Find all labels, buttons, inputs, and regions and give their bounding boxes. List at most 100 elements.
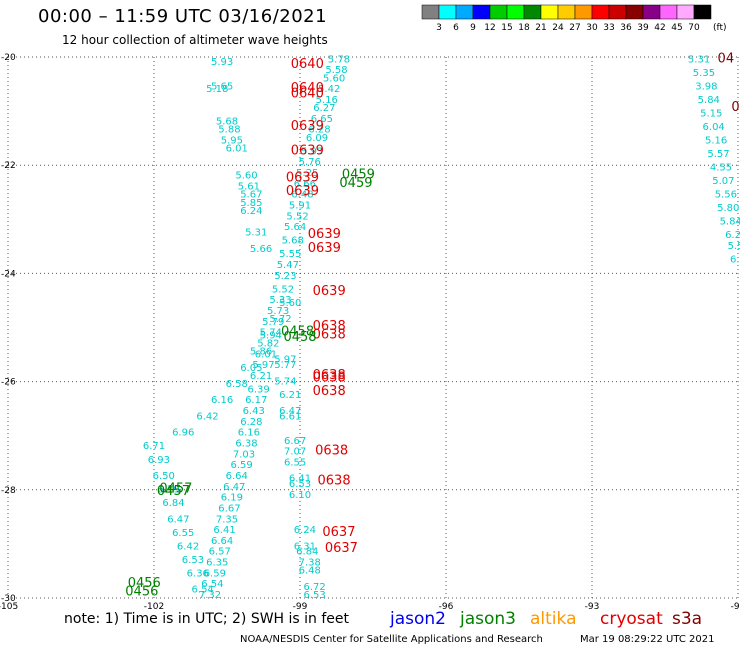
colorbar-swatch [557,4,576,20]
subtitle: 12 hour collection of altimeter wave hei… [62,33,328,47]
time-label: 0638 [313,384,346,399]
swh-label: 5.52 [272,284,294,295]
x-tick-label: -96 [439,602,454,612]
swh-label: 6.61 [279,411,301,422]
swh-label: 5.94 [260,330,282,341]
colorbar-swatch [472,4,491,20]
colorbar-label: 39 [637,23,649,33]
colorbar-label: 45 [671,23,682,33]
colorbar-swatch [455,4,474,20]
y-tick-label: -26 [1,378,16,388]
swh-label: 5.77 [274,360,296,371]
time-label: 0459 [339,176,372,191]
time-label: 0457 [159,482,192,497]
swh-label: 6.59 [204,568,226,579]
y-tick-label: -24 [1,269,16,279]
time-label: 0639 [286,170,319,185]
colorbar-label: 6 [453,23,459,33]
swh-label: 6.16 [211,395,233,406]
swh-label: 6.19 [221,493,243,504]
x-tick-label: -102 [144,602,164,612]
swh-label: 6.0 [730,255,740,266]
chart-marks: 5.785.585.605.425.166.276.656.286.095.93… [125,51,740,601]
swh-label: 6.24 [240,206,262,217]
swh-label: 6.04 [703,122,725,133]
swh-label: 6.84 [296,547,318,558]
x-tick-label: -93 [585,602,600,612]
swh-label: 5.57 [707,149,729,160]
swh-label: 6.42 [177,541,199,552]
swh-label: 5.31 [245,228,267,239]
x-tick-label: -90 [731,602,740,612]
time-label: 0639 [291,143,324,158]
swh-label: 6.27 [313,103,335,114]
legend-jason3: jason3 [460,609,516,629]
colorbar-unit: (ft) [713,23,727,33]
x-tick-label: -99 [293,602,308,612]
colorbar-label: 24 [552,23,564,33]
swh-label: 5.56 [715,190,737,201]
swh-label: 6.96 [172,428,194,439]
legend-cryosat: cryosat [600,609,663,629]
swh-label: 6.53 [289,479,311,490]
swh-label: 5.07 [712,176,734,187]
swh-label: 6.36 [187,568,209,579]
swh-label: 6.39 [248,384,270,395]
time-label: 0638 [313,319,346,334]
swh-label: 6.84 [162,498,184,509]
swh-label: 6.31 [294,541,316,552]
swh-label: 5.93 [211,57,233,68]
swh-label: 5.15 [700,109,722,120]
swh-label: 6.21 [250,371,272,382]
swh-label: 6.93 [148,455,170,466]
colorbar-swatch [506,4,525,20]
swh-label: 6.67 [284,436,306,447]
swh-label: 5.84 [720,217,740,228]
swh-label: 6.65 [311,114,333,125]
time-label: 0638 [315,444,348,459]
swh-label: 5.60 [279,298,301,309]
swh-label: 6.71 [143,441,165,452]
swh-label: 7.03 [233,449,255,460]
swh-label: 6.59 [230,460,252,471]
swh-label: 5.65 [211,81,233,92]
chart-grid [7,56,739,599]
swh-label: 6.64 [226,471,248,482]
time-label: 0639 [291,119,324,134]
legend-jason2: jason2 [390,609,446,629]
swh-label: 5.84 [698,95,720,106]
colorbar-label: 21 [535,23,546,33]
swh-label: 6.48 [291,190,313,201]
colorbar-swatch [438,4,457,20]
colorbar-label: 30 [586,23,598,33]
swh-label: 5.74 [274,376,296,387]
colorbar-swatch [676,4,695,20]
swh-label: 6.28 [308,125,330,136]
time-label: 0640 [291,81,324,96]
swh-label: 5.16 [316,95,338,106]
time-label: 0458 [281,325,314,340]
colorbar-label: 27 [569,23,580,33]
y-tick-label: -28 [1,486,16,496]
chart-axes: -105 -102 -99 -96 -93 -90 -20 -22 -24 -26 -28 -30 [0,53,740,612]
swh-label: 5.55 [279,249,301,260]
colorbar-label: 12 [484,23,495,33]
time-label: 0458 [283,330,316,345]
colorbar-swatch [540,4,559,20]
swh-label: 5.97 [274,355,296,366]
colorbar-swatch [574,4,593,20]
swh-label: 5.42 [318,84,340,95]
time-label: 0637 [325,541,358,556]
swh-label: 5.78 [328,54,350,65]
colorbar-swatch [625,4,644,20]
swh-label: 5.68 [216,117,238,128]
swh-label: 6.66 [294,179,316,190]
swh-label: 5.16 [705,136,727,147]
swh-label: 5.68 [282,236,304,247]
swh-label: 6.54 [192,585,214,596]
swh-label: 7.38 [299,558,321,569]
colorbar-swatch [659,4,678,20]
swh-label: 6.09 [306,133,328,144]
swh-label: 5.25 [296,168,318,179]
